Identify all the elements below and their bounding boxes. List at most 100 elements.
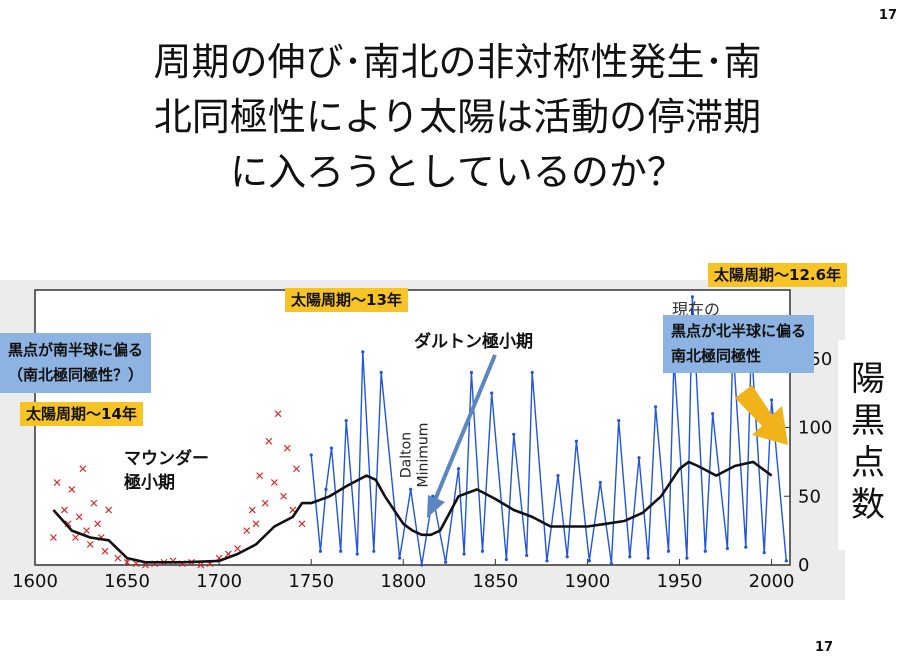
annotation-cycle-12-6: 太陽周期～12.6年 bbox=[708, 263, 848, 287]
blue-sunspot-point bbox=[711, 412, 715, 416]
ylabel-char: 点 bbox=[851, 443, 885, 483]
page-number-bottom: 17 bbox=[815, 640, 834, 655]
red-scatter-point bbox=[79, 465, 87, 473]
red-scatter-point bbox=[248, 506, 256, 514]
red-scatter-point bbox=[101, 547, 109, 555]
red-scatter-point bbox=[53, 479, 61, 486]
red-scatter-point bbox=[94, 520, 102, 528]
red-scatter-point bbox=[114, 554, 122, 562]
annotation-cycle-14: 太陽周期～14年 bbox=[20, 402, 143, 426]
blue-sunspot-point bbox=[598, 480, 602, 485]
blue-sunspot-point bbox=[637, 456, 641, 460]
blue-sunspot-point bbox=[784, 559, 788, 563]
y-tick-label: 100 bbox=[798, 418, 832, 439]
annotation-cycle-13: 太陽周期～13年 bbox=[285, 288, 408, 312]
blue-sunspot-point bbox=[490, 391, 494, 395]
blue-sunspot-point bbox=[444, 560, 448, 564]
blue-sunspot-point bbox=[318, 549, 323, 553]
y-tick-label: 50 bbox=[798, 486, 821, 507]
blue-sunspot-point bbox=[685, 556, 689, 560]
red-scatter-point bbox=[105, 506, 113, 514]
x-tick-label: 2000 bbox=[749, 571, 795, 592]
red-scatter-point bbox=[68, 485, 76, 493]
blue-sunspot-point bbox=[339, 549, 343, 553]
gold-arrow bbox=[735, 385, 788, 445]
blue-sunspot-point bbox=[545, 559, 549, 563]
red-scatter-point bbox=[197, 561, 205, 569]
red-scatter-point bbox=[261, 499, 269, 507]
blue-sunspot-point bbox=[725, 546, 729, 551]
maunder-line-1: マウンダー bbox=[124, 449, 209, 469]
blue-sunspot-point bbox=[355, 552, 359, 556]
blue-sunspot-point bbox=[565, 555, 569, 559]
dalton-en-label-2: Minimum bbox=[415, 423, 431, 488]
page-number-top: 17 bbox=[878, 8, 897, 23]
blue-sunspot-point bbox=[703, 549, 707, 553]
ylabel-char: 陽 bbox=[851, 359, 885, 399]
title-line-2: 北同極性により太陽は活動の停滞期 bbox=[153, 95, 762, 139]
x-tick-label: 1750 bbox=[288, 571, 334, 592]
blue-sunspot-point bbox=[409, 487, 413, 491]
red-scatter-point bbox=[256, 472, 264, 480]
blue-sunspot-point bbox=[329, 446, 334, 450]
red-scatter-point bbox=[280, 492, 288, 500]
blue-sunspot-point bbox=[666, 549, 671, 553]
blue-sunspot-point bbox=[525, 553, 529, 557]
dalton-arrow-head bbox=[427, 495, 445, 518]
title-line-1: 周期の伸び･南北の非対称性発生･南 bbox=[153, 40, 762, 84]
blue-sunspot-point bbox=[617, 419, 621, 423]
annotation-dalton-jp: ダルトン極小期 bbox=[414, 332, 533, 352]
ylabel-char: 黒 bbox=[851, 401, 885, 441]
blue-sunspot-point bbox=[587, 559, 591, 563]
red-scatter-point bbox=[298, 520, 306, 528]
x-tick-label: 1700 bbox=[196, 571, 242, 592]
blue-sunspot-point bbox=[480, 549, 485, 553]
annotation-current-partial: 現在の bbox=[672, 300, 721, 319]
x-tick-label: 1850 bbox=[472, 571, 518, 592]
x-tick-label: 1900 bbox=[565, 571, 611, 592]
red-scatter-point bbox=[75, 513, 83, 521]
north-bias-line-2: 南北極同極性 bbox=[671, 347, 762, 365]
blue-sunspot-point bbox=[609, 562, 613, 566]
blue-sunspot-point bbox=[309, 453, 313, 457]
annotation-north-bias: 黒点が北半球に偏る 南北極同極性 bbox=[663, 315, 815, 373]
ylabel-panel bbox=[838, 340, 915, 550]
blue-sunspot-point bbox=[628, 555, 632, 559]
red-scatter-point bbox=[123, 558, 131, 566]
south-bias-line-1: 黒点が南半球に偏る bbox=[8, 341, 144, 359]
blue-sunspot-point bbox=[530, 370, 534, 375]
blue-sunspot-point bbox=[574, 439, 578, 443]
dalton-en-label-1: Dalton bbox=[398, 432, 414, 478]
blue-sunspot-point bbox=[344, 419, 348, 423]
dalton-arrow-shaft bbox=[433, 354, 497, 501]
red-scatter-point bbox=[90, 499, 98, 507]
title-line-3: に入ろうとしているのか？ bbox=[230, 150, 685, 194]
blue-sunspot-point bbox=[504, 557, 509, 562]
blue-sunspot-point bbox=[361, 350, 365, 354]
x-tick-label: 1650 bbox=[104, 571, 150, 592]
blue-sunspot-point bbox=[762, 551, 766, 555]
x-tick-label: 1800 bbox=[380, 571, 426, 592]
red-scatter-point bbox=[270, 479, 278, 486]
red-scatter-point bbox=[252, 520, 260, 528]
x-tick-label: 1600 bbox=[12, 571, 58, 592]
red-scatter-point bbox=[283, 444, 291, 452]
blue-sunspot-point bbox=[324, 487, 328, 491]
blue-sunspot-point bbox=[769, 398, 774, 402]
blue-sunspot-point bbox=[469, 370, 474, 375]
red-scatter-point bbox=[61, 506, 68, 514]
annotation-south-bias: 黒点が南半球に偏る （南北極同極性？） bbox=[0, 333, 152, 393]
red-scatter-point bbox=[243, 527, 251, 535]
blue-sunspot-point bbox=[556, 474, 560, 478]
red-scatter-point bbox=[234, 545, 241, 552]
red-scatter-point bbox=[274, 410, 282, 418]
red-scatter-point bbox=[293, 465, 300, 473]
blue-sunspot-point bbox=[379, 370, 383, 375]
red-scatter-point bbox=[72, 534, 79, 541]
blue-sunspot-point bbox=[398, 556, 402, 560]
red-scatter-point bbox=[86, 540, 94, 548]
south-bias-line-2: （南北極同極性？） bbox=[8, 366, 144, 384]
blue-sunspot-point bbox=[420, 563, 424, 567]
blue-sunspot-point bbox=[372, 549, 376, 553]
blue-sunspot-point bbox=[690, 295, 695, 299]
